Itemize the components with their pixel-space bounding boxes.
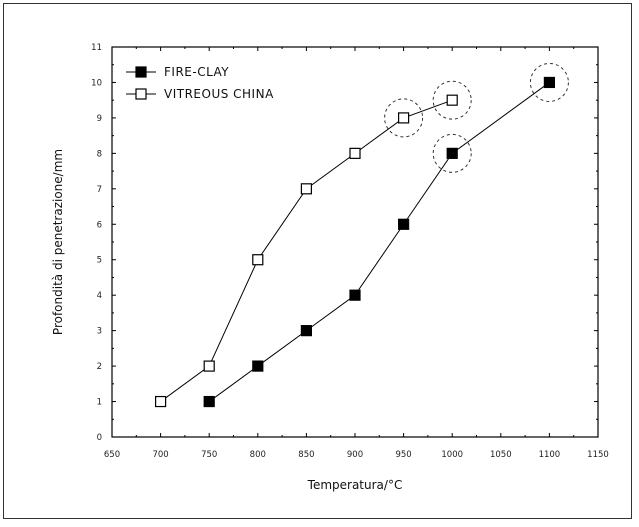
x-tick-label: 900 [347, 450, 363, 460]
data-point [446, 94, 458, 106]
series-line [160, 99, 453, 402]
y-tick-label: 3 [97, 327, 102, 337]
y-tick-label: 11 [91, 43, 102, 53]
highlight-circle [432, 80, 472, 120]
data-point [203, 360, 215, 372]
x-tick-label: 1000 [441, 450, 463, 460]
x-tick-label: 850 [298, 450, 314, 460]
legend-marker [135, 66, 147, 78]
x-tick-label: 750 [201, 450, 217, 460]
data-point [398, 112, 410, 124]
x-tick-label: 1100 [539, 450, 561, 460]
highlight-circle [529, 62, 569, 102]
series-line [208, 82, 550, 402]
x-axis-title: Temperatura/°C [307, 478, 403, 492]
y-tick-label: 8 [97, 149, 102, 159]
series-layer [155, 76, 556, 408]
axes [111, 46, 599, 438]
legend-label: VITREOUS CHINA [164, 87, 274, 101]
data-point [398, 218, 410, 230]
highlight-circle [384, 98, 424, 138]
y-tick-label: 0 [97, 433, 102, 443]
legend-item: VITREOUS CHINA [126, 87, 274, 101]
legend-marker [135, 88, 147, 100]
y-tick-label: 9 [97, 114, 102, 124]
data-point [252, 254, 264, 266]
y-tick-label: 10 [91, 78, 102, 88]
ticks: 650 700 750 800 850 900 950 1000 1050 1100 1150 0 1 2… [91, 43, 609, 460]
series-vitreous-china [155, 94, 458, 408]
data-point [155, 395, 167, 408]
data-point [203, 395, 215, 408]
x-tick-label: 700 [152, 450, 168, 460]
data-point [252, 360, 264, 372]
legend: FIRE-CLAY VITREOUS CHINA [126, 65, 274, 101]
x-tick-label: 950 [395, 450, 411, 460]
chart-frame [3, 3, 632, 519]
data-point [349, 289, 361, 301]
plot-area-border [111, 46, 599, 438]
y-tick-label: 5 [97, 256, 102, 266]
annotation-layer [384, 62, 569, 173]
series-fire-clay [203, 76, 556, 408]
highlight-circle [432, 133, 472, 173]
y-tick-label: 4 [97, 291, 102, 301]
data-point [300, 325, 312, 337]
legend-label: FIRE-CLAY [164, 65, 229, 79]
data-point [446, 147, 458, 159]
y-tick-label: 6 [97, 220, 102, 230]
y-tick-label: 7 [97, 185, 102, 195]
data-point [543, 76, 556, 89]
y-axis-title: Profondità di penetrazione/mm [51, 149, 65, 335]
y-tick-label: 2 [97, 362, 102, 372]
x-tick-label: 1150 [587, 450, 609, 460]
x-tick-label: 1050 [490, 450, 512, 460]
y-tick-label: 1 [97, 398, 102, 408]
x-tick-label: 650 [104, 450, 120, 460]
data-point [349, 147, 361, 159]
legend-item: FIRE-CLAY [126, 65, 229, 79]
x-tick-label: 800 [250, 450, 266, 460]
data-point [300, 183, 312, 195]
